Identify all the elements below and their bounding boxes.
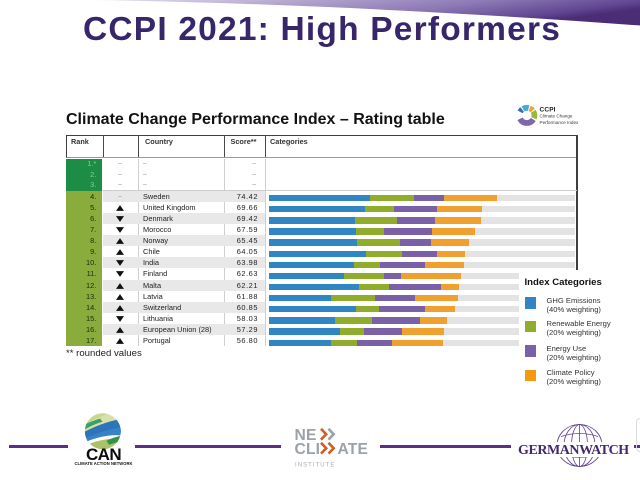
svg-text:INSTITUTE: INSTITUTE [295,462,335,468]
svg-text:CLI: CLI [294,440,320,457]
svg-text:ATE: ATE [337,440,368,457]
svg-text:Performance Index: Performance Index [540,120,580,125]
svg-text:CCPI: CCPI [540,106,556,113]
svg-text:NE: NE [294,426,316,443]
svg-text:Climate Change: Climate Change [540,114,573,119]
